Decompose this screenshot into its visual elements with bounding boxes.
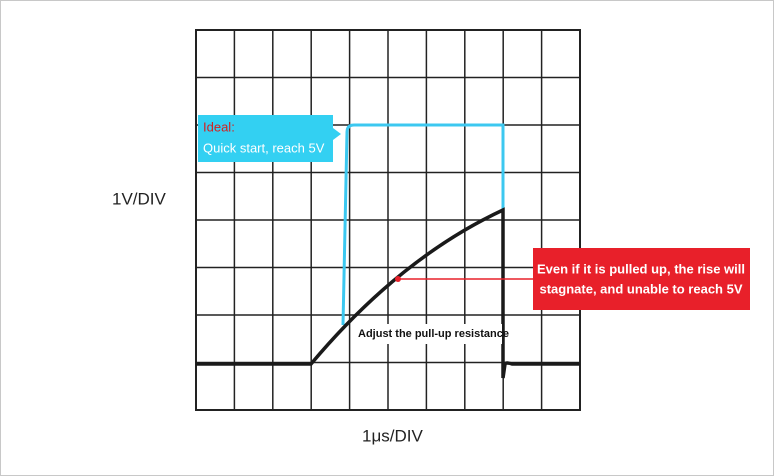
ideal-callout-box bbox=[198, 115, 341, 162]
pointer-dot bbox=[395, 276, 401, 282]
x-axis-label: 1μs/DIV bbox=[362, 426, 423, 445]
stagnate-line: stagnate, and unable to reach 5V bbox=[540, 281, 743, 296]
y-axis-label: 1V/DIV bbox=[112, 189, 167, 208]
grid-border bbox=[195, 29, 581, 411]
ideal-title: Ideal: bbox=[203, 119, 235, 134]
ideal-text: Quick start, reach 5V bbox=[203, 140, 325, 155]
note-background bbox=[352, 324, 502, 344]
stagnate-line: Even if it is pulled up, the rise will bbox=[537, 261, 745, 276]
ideal-waveform bbox=[341, 123, 505, 326]
stagnate-callout-box bbox=[533, 248, 750, 310]
actual-waveform bbox=[196, 207, 580, 379]
adjust-note: Adjust the pull-up resistance bbox=[358, 328, 509, 340]
